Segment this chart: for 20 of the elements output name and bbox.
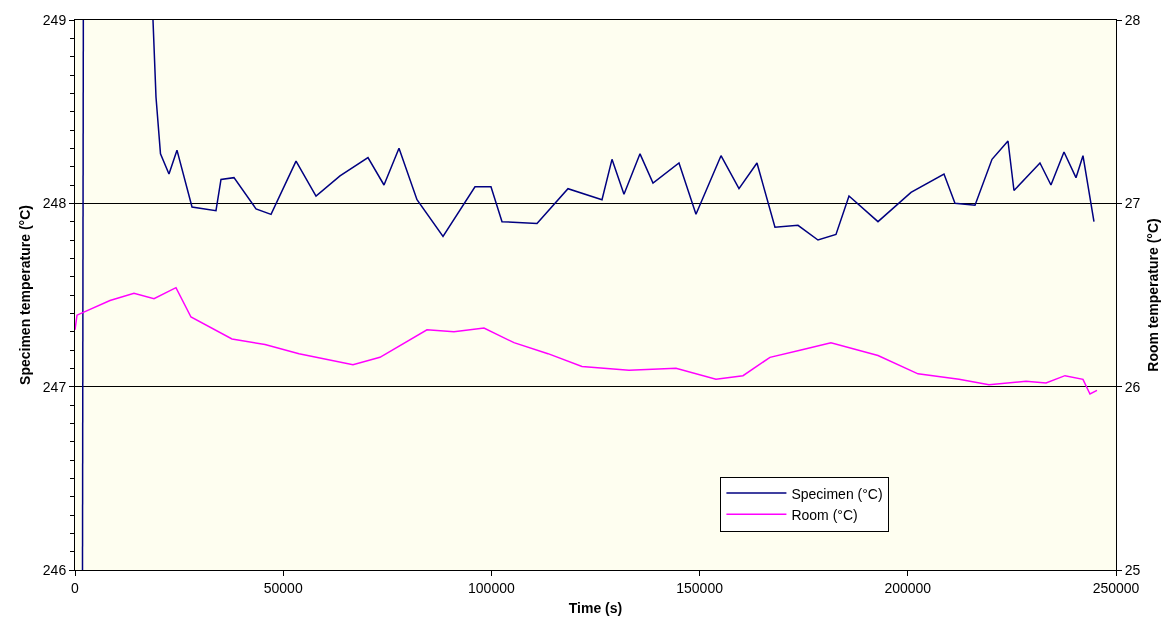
y2-axis-title: Room temperature (°C) — [1144, 218, 1161, 372]
x-tick-label: 250000 — [1092, 579, 1140, 596]
y-tick-label: 248 — [42, 195, 67, 212]
y-tick-label: 246 — [42, 561, 67, 578]
y-axis-title: Specimen temperature (°C) — [17, 205, 34, 385]
x-axis-title: Time (s) — [568, 600, 623, 617]
x-tick-label: 50000 — [263, 579, 303, 596]
y-tick-label: 247 — [42, 378, 67, 395]
y2-tick-label: 26 — [1124, 378, 1141, 395]
x-tick-label: 200000 — [884, 579, 932, 596]
y2-tick-label: 27 — [1124, 195, 1141, 212]
x-tick-label: 100000 — [468, 579, 515, 596]
legend-label: Specimen (°C) — [791, 485, 883, 502]
x-tick-label: 150000 — [676, 579, 724, 596]
x-tick-label: 0 — [71, 579, 80, 596]
y2-tick-label: 25 — [1124, 561, 1141, 578]
y-tick-label: 249 — [42, 11, 67, 28]
legend-label: Room (°C) — [791, 506, 858, 523]
line-series — [75, 286, 1098, 395]
y2-tick-label: 28 — [1124, 11, 1141, 28]
